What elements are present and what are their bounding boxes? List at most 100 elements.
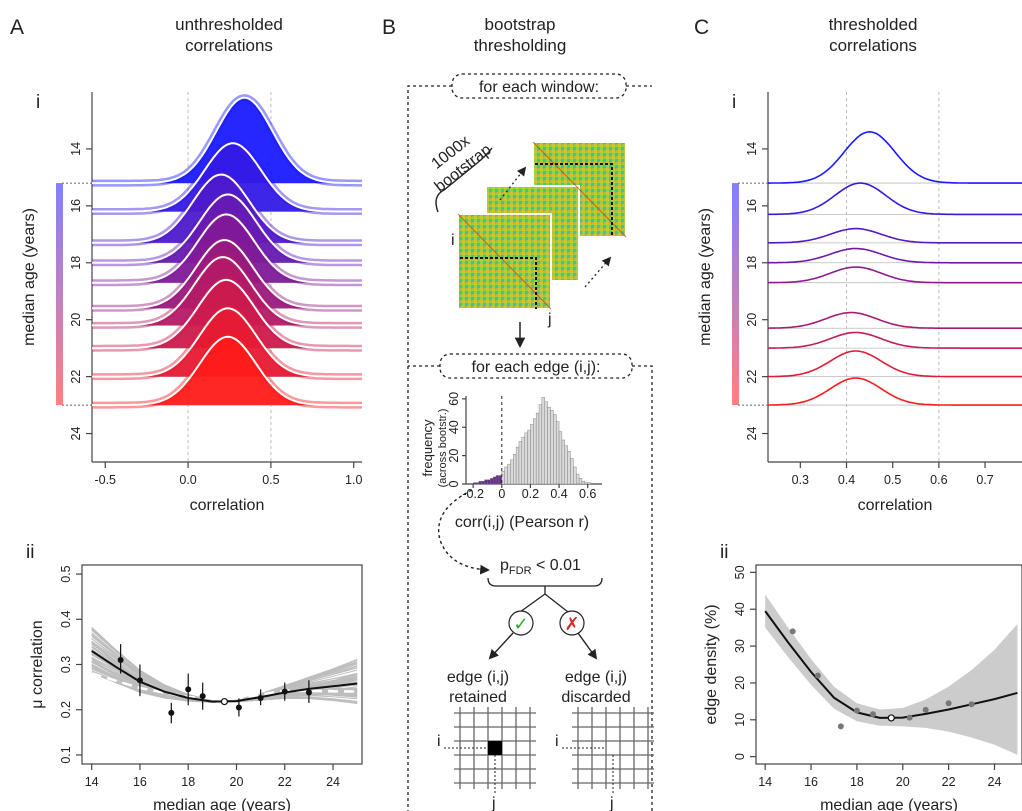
x-tick-label-1: 16	[804, 775, 818, 789]
edge-label-box	[439, 353, 633, 379]
data-point-5	[220, 697, 229, 706]
ridge-mean-line-1	[92, 142, 362, 213]
hist-bar-30	[558, 431, 563, 485]
y-axis-label: edge density (%)	[703, 604, 720, 724]
edge-label: for each edge (i,j):	[472, 359, 601, 376]
hist-bar-34	[570, 458, 574, 485]
y-tick-label-2: 18	[745, 256, 759, 270]
cross-circle	[559, 610, 585, 636]
grid-retained-j: j	[491, 795, 496, 811]
panel-c-sub-i: i	[732, 92, 736, 113]
grid-retained	[444, 707, 536, 795]
window-label: for each window:	[479, 79, 599, 96]
hist-bar-27	[550, 409, 554, 485]
data-point-7	[922, 706, 929, 713]
hist-bar-23	[538, 404, 543, 485]
x-tick-label-3: 0.6	[930, 473, 947, 487]
y-tick-label-0: 0	[447, 480, 461, 487]
cross-icon: ✗	[564, 614, 579, 634]
hist-ylabel-line1: frequency	[420, 419, 435, 477]
hist-bar-1	[475, 482, 480, 485]
ridge-mean-line-2	[92, 173, 362, 244]
hist-bar-39	[584, 482, 588, 485]
y-tick-label-3: 20	[69, 313, 83, 327]
x-tick-label-2: 0.2	[522, 487, 539, 501]
ridge-mean-line-3	[92, 193, 362, 264]
check-icon: ✓	[513, 614, 528, 634]
y-tick-label-5: 24	[69, 427, 83, 441]
hist-bar-6	[490, 478, 494, 485]
y-tick-label-0: 0.1	[59, 746, 73, 763]
hist-bar-11	[504, 466, 508, 485]
x-tick-label-2: 18	[850, 775, 864, 789]
y-tick-label-0: 14	[745, 142, 759, 156]
x-tick-label-3: 1.0	[345, 473, 362, 487]
ridge-mean-line-4	[92, 213, 362, 284]
hist-xlabel: corr(i,j) (Pearson r)	[455, 514, 589, 531]
y-tick-label-3: 0.4	[59, 611, 73, 628]
x-tick-label-1: 0	[498, 487, 505, 501]
x-tick-label-1: 0.4	[838, 473, 855, 487]
y-tick-label-4: 22	[69, 370, 83, 384]
chart-c-edge-density: 14 16 18 20 22 24 0 10 20 30 40 50 median age (years…	[703, 564, 1022, 811]
hist-bar-8	[495, 475, 500, 485]
hist-bar-17	[521, 436, 525, 485]
hist-bar-25	[544, 401, 548, 485]
hist-bar-37	[578, 478, 583, 485]
ridge-fill-9	[92, 336, 362, 406]
hist-bar-22	[535, 412, 540, 485]
y-tick-label-4: 22	[745, 370, 759, 384]
hist-bar-26	[547, 407, 551, 485]
data-point-5	[887, 714, 895, 722]
panel-a-sub-ii: ii	[26, 542, 34, 563]
hist-bar-33	[567, 451, 571, 485]
ridge-line-6	[768, 331, 1022, 349]
x-axis-label: correlation	[858, 497, 933, 514]
hist-bar-12	[507, 463, 511, 485]
ridge-line-5	[767, 311, 1022, 329]
ridge-line-0	[768, 130, 1022, 184]
hist-bar-20	[530, 424, 534, 485]
x-tick-label-1: 16	[133, 775, 147, 789]
confidence-band	[765, 594, 1018, 755]
data-point-4	[199, 693, 206, 700]
ridge-line-4	[767, 266, 1022, 284]
panel-a-title-line1: unthresholded	[175, 15, 283, 34]
data-point-1	[136, 677, 143, 684]
data-point-2	[168, 709, 175, 716]
y-tick-label-2: 0.3	[59, 656, 73, 673]
x-axis-label: correlation	[190, 497, 265, 514]
hist-bar-16	[518, 441, 523, 485]
age-colorbar	[732, 183, 739, 406]
data-point-9	[305, 689, 312, 696]
grid-discarded	[562, 707, 654, 795]
y-tick-label-0: 14	[69, 142, 83, 156]
chart-c-ridgeline: 0.3 0.4 0.5 0.6 0.7 14 16 18 20 22 24 correlation me…	[697, 92, 1022, 514]
edge-box-right	[632, 365, 653, 811]
hist-bar-0	[472, 482, 477, 485]
ridge-mean-line-6	[92, 256, 362, 327]
panel-a-title-line2: correlations	[185, 36, 273, 55]
ridge-fill-0	[92, 97, 362, 184]
data-point-2	[837, 723, 844, 730]
y-tick-label-2: 40	[447, 420, 461, 434]
grid-discarded-j: j	[609, 795, 614, 811]
data-point-0	[117, 656, 124, 663]
x-tick-label-0: 0.3	[792, 473, 809, 487]
panel-letter-b: B	[382, 16, 396, 39]
ridge-mean-line-7	[92, 278, 362, 350]
chart-a-ridgeline: -0.5 0.0 0.5 1.0 14 16 18 20 22 24 correlation medi…	[21, 92, 362, 514]
curved-arrow	[438, 489, 490, 575]
age-colorbar	[56, 183, 63, 406]
ridge-mean-line-8	[92, 307, 362, 378]
panel-b-title-line1: bootstrap	[485, 15, 556, 34]
matrix-index-j: j	[547, 311, 552, 328]
y-tick-label-3: 60	[447, 392, 461, 406]
x-tick-label-3: 0.4	[550, 487, 567, 501]
ridge-line-1	[768, 182, 1022, 216]
y-tick-label-4: 0.5	[59, 565, 73, 582]
panel-b-schematic: for each window: i j 1000x bootstrap for…	[407, 73, 654, 811]
x-tick-label-2: 18	[181, 775, 195, 789]
